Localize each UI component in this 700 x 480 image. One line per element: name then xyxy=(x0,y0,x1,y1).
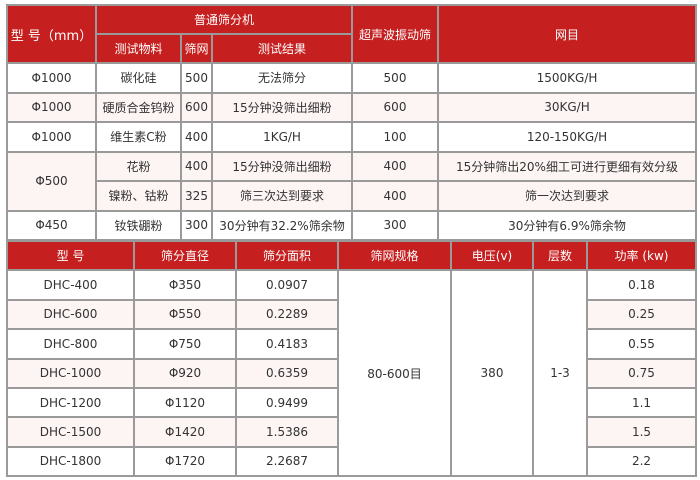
cell-material: 碳化硅 xyxy=(95,62,182,94)
table-row: DHC-600 Φ550 0.2289 0.25 xyxy=(6,298,697,331)
cell-ultra-mesh: 400 xyxy=(351,150,439,182)
cell-result: 15分钟没筛出细粉 xyxy=(211,91,353,123)
cell-model: DHC-1500 xyxy=(6,416,135,448)
cell-mesh: 400 xyxy=(180,150,213,182)
table-row: DHC-1000 Φ920 0.6359 0.75 xyxy=(6,357,697,389)
table-row: DHC-1800 Φ1720 2.2687 2.2 xyxy=(6,445,697,478)
table-row: Φ1000 维生素C粉 400 1KG/H 100 120-150KG/H xyxy=(6,121,697,153)
cell-material: 镍粉、钴粉 xyxy=(95,180,182,212)
header-voltage: 电压(v) xyxy=(450,239,534,272)
cell-result: 1KG/H xyxy=(211,121,353,153)
cell-ultra-mesh: 100 xyxy=(351,121,439,153)
cell-model: Φ1000 xyxy=(6,62,97,94)
cell-power: 2.2 xyxy=(586,445,697,478)
cell-area: 0.4183 xyxy=(235,328,339,360)
cell-area: 1.5386 xyxy=(235,416,339,448)
cell-model: DHC-600 xyxy=(6,298,135,331)
cell-diameter: Φ1420 xyxy=(133,416,237,448)
cell-model: DHC-1200 xyxy=(6,386,135,419)
spec-header-row: 型 号 筛分直径 筛分面积 筛网规格 电压(v) 层数 功率 (kw) xyxy=(6,239,697,272)
header-model: 型 号（mm） xyxy=(6,4,97,64)
cell-ultra-mesh: 500 xyxy=(351,62,439,94)
table-row: DHC-800 Φ750 0.4183 0.55 xyxy=(6,328,697,360)
cell-diameter: Φ750 xyxy=(133,328,237,360)
header-test-material: 测试物料 xyxy=(95,33,182,64)
cell-ultra-result: 30KG/H xyxy=(437,91,697,123)
cell-material: 硬质合金钨粉 xyxy=(95,91,182,123)
cell-result: 30分钟有32.2%筛余物 xyxy=(211,209,353,241)
cell-material: 维生素C粉 xyxy=(95,121,182,153)
cell-diameter: Φ920 xyxy=(133,357,237,389)
cell-result: 15分钟没筛出细粉 xyxy=(211,150,353,182)
cell-ultra-result: 30分钟有6.9%筛余物 xyxy=(437,209,697,241)
cell-mesh-spec: 80-600目 xyxy=(337,269,452,478)
cell-model: DHC-800 xyxy=(6,328,135,360)
cell-model: Φ1000 xyxy=(6,121,97,153)
cell-material: 花粉 xyxy=(95,150,182,182)
table-row: DHC-400 Φ350 0.0907 80-600目 380 1-3 0.18 xyxy=(6,269,697,478)
table-row: DHC-1200 Φ1120 0.9499 1.1 xyxy=(6,386,697,419)
table-row: Φ1000 碳化硅 500 无法筛分 500 1500KG/H xyxy=(6,62,697,94)
cell-ultra-result: 1500KG/H xyxy=(437,62,697,94)
cell-model: Φ1000 xyxy=(6,91,97,123)
cell-mesh: 325 xyxy=(180,180,213,212)
header-layers: 层数 xyxy=(532,239,588,272)
header-ultrasonic: 超声波振动筛 xyxy=(351,4,439,64)
cell-ultra-mesh: 600 xyxy=(351,91,439,123)
cell-power: 0.25 xyxy=(586,298,697,331)
cell-model: DHC-400 xyxy=(6,269,135,301)
cell-power: 0.75 xyxy=(586,357,697,389)
header-mesh-result: 网目 xyxy=(437,4,697,64)
cell-ultra-result: 120-150KG/H xyxy=(437,121,697,153)
cell-result: 无法筛分 xyxy=(211,62,353,94)
cell-model: Φ450 xyxy=(6,209,97,241)
cell-ultra-result: 15分钟筛出20%细工可进行更细有效分级 xyxy=(437,150,697,182)
cell-ultra-mesh: 400 xyxy=(351,180,439,212)
cell-area: 2.2687 xyxy=(235,445,339,478)
cell-power: 1.1 xyxy=(586,386,697,419)
cell-voltage: 380 xyxy=(450,269,534,478)
cell-power: 1.5 xyxy=(586,416,697,448)
cell-ultra-mesh: 300 xyxy=(351,209,439,241)
header-mesh-spec: 筛网规格 xyxy=(337,239,452,272)
header-mesh: 筛网 xyxy=(180,33,213,64)
header-area: 筛分面积 xyxy=(235,239,339,272)
cell-diameter: Φ1720 xyxy=(133,445,237,478)
table-row: Φ1000 硬质合金钨粉 600 15分钟没筛出细粉 600 30KG/H xyxy=(6,91,697,123)
cell-model: DHC-1800 xyxy=(6,445,135,478)
cell-mesh: 500 xyxy=(180,62,213,94)
cell-model: DHC-1000 xyxy=(6,357,135,389)
cell-layers: 1-3 xyxy=(532,269,588,478)
header-test-result: 测试结果 xyxy=(211,33,353,64)
cell-power: 0.55 xyxy=(586,328,697,360)
cell-area: 0.2289 xyxy=(235,298,339,331)
cell-result: 筛三次达到要求 xyxy=(211,180,353,212)
cell-mesh: 300 xyxy=(180,209,213,241)
header-normal-screen: 普通筛分机 xyxy=(95,4,353,35)
cell-diameter: Φ350 xyxy=(133,269,237,301)
header-diameter: 筛分直径 xyxy=(133,239,237,272)
table-row: DHC-1500 Φ1420 1.5386 1.5 xyxy=(6,416,697,448)
header-power: 功率 (kw) xyxy=(586,239,697,272)
comparison-table: 型 号（mm） 普通筛分机 超声波振动筛 网目 测试物料 筛网 测试结果 Φ10… xyxy=(6,4,697,241)
cell-ultra-result: 筛一次达到要求 xyxy=(437,180,697,212)
spec-table: 型 号 筛分直径 筛分面积 筛网规格 电压(v) 层数 功率 (kw) DHC-… xyxy=(6,239,697,478)
table-row: Φ450 钕铁硼粉 300 30分钟有32.2%筛余物 300 30分钟有6.9… xyxy=(6,209,697,241)
cell-diameter: Φ1120 xyxy=(133,386,237,419)
cell-mesh: 400 xyxy=(180,121,213,153)
cell-material: 钕铁硼粉 xyxy=(95,209,182,241)
header-model: 型 号 xyxy=(6,239,135,272)
table-row: 镍粉、钴粉 325 筛三次达到要求 400 筛一次达到要求 xyxy=(7,180,697,212)
cell-area: 0.0907 xyxy=(235,269,339,301)
cell-mesh: 600 xyxy=(180,91,213,123)
cell-diameter: Φ550 xyxy=(133,298,237,331)
table-row: Φ500 花粉 400 15分钟没筛出细粉 400 15分钟筛出20%细工可进行… xyxy=(6,150,697,212)
cell-model: Φ500 xyxy=(6,150,97,212)
cell-area: 0.9499 xyxy=(235,386,339,419)
cell-area: 0.6359 xyxy=(235,357,339,389)
cell-power: 0.18 xyxy=(586,269,697,301)
